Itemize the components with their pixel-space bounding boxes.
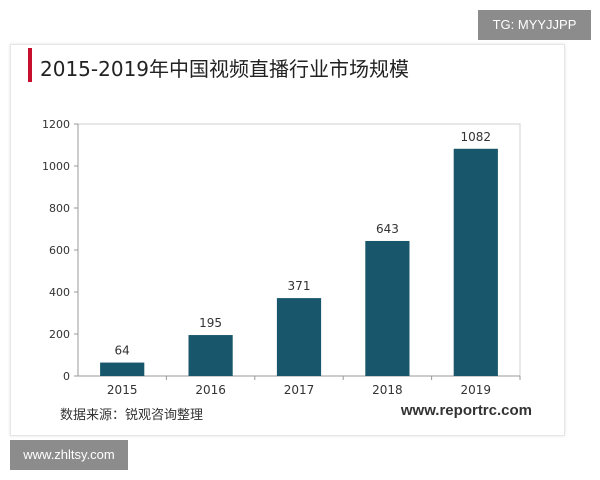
- y-tick-label: 200: [49, 328, 70, 341]
- watermark-bottom-left: www.zhltsy.com: [10, 440, 128, 470]
- x-tick-label: 2019: [461, 383, 492, 397]
- data-label: 643: [376, 222, 399, 236]
- bar: [188, 335, 233, 376]
- x-tick-label: 2015: [107, 383, 138, 397]
- website-credit: www.reportrc.com: [400, 402, 532, 419]
- bar: [276, 298, 322, 376]
- data-label: 195: [199, 316, 222, 330]
- y-tick-label: 1000: [42, 160, 70, 173]
- x-tick-label: 2018: [372, 383, 403, 397]
- y-tick-label: 0: [63, 370, 70, 383]
- watermark-top-right: TG: MYYJJPP: [478, 10, 591, 40]
- y-tick-label: 600: [49, 244, 70, 257]
- bar: [453, 148, 498, 376]
- y-tick-label: 400: [49, 286, 70, 299]
- bar: [365, 240, 410, 376]
- x-tick-label: 2016: [195, 383, 226, 397]
- y-tick-label: 800: [49, 202, 70, 215]
- data-label: 64: [115, 344, 130, 358]
- y-tick-label: 1200: [42, 118, 70, 131]
- data-source-note: 数据来源：锐观咨询整理: [60, 408, 204, 423]
- x-tick-label: 2017: [284, 383, 315, 397]
- bar: [100, 362, 145, 376]
- chart-title: 2015-2019年中国视频直播行业市场规模: [40, 57, 410, 81]
- data-label: 371: [288, 279, 311, 293]
- title-accent-bar: [28, 48, 32, 82]
- data-label: 1082: [461, 130, 492, 144]
